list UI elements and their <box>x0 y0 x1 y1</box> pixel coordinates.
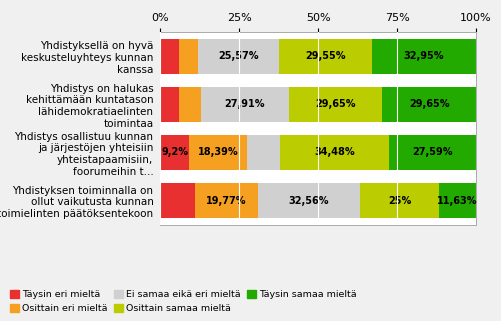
Text: 25%: 25% <box>388 195 411 206</box>
Bar <box>289 87 382 122</box>
Bar <box>160 135 189 170</box>
Text: 19,77%: 19,77% <box>206 195 246 206</box>
Bar <box>201 87 289 122</box>
Text: 11,63%: 11,63% <box>437 195 478 206</box>
Bar <box>160 39 179 74</box>
Text: 9,2%: 9,2% <box>161 147 188 158</box>
Bar <box>360 183 439 218</box>
Bar <box>280 135 389 170</box>
Bar <box>247 135 280 170</box>
Text: 29,55%: 29,55% <box>305 51 346 61</box>
Text: 34,48%: 34,48% <box>314 147 355 158</box>
Text: 29,65%: 29,65% <box>315 99 356 109</box>
Text: 27,59%: 27,59% <box>412 147 453 158</box>
Bar <box>198 39 279 74</box>
Bar <box>195 183 258 218</box>
Text: 18,39%: 18,39% <box>198 147 238 158</box>
Bar <box>389 135 476 170</box>
Bar <box>178 87 201 122</box>
Bar <box>258 183 360 218</box>
Bar <box>279 39 372 74</box>
Bar <box>160 87 178 122</box>
Bar <box>439 183 476 218</box>
Text: 25,57%: 25,57% <box>218 51 259 61</box>
Bar <box>160 183 195 218</box>
Text: 32,95%: 32,95% <box>404 51 444 61</box>
Bar <box>189 135 247 170</box>
Bar <box>382 87 476 122</box>
Bar <box>179 39 198 74</box>
Text: 32,56%: 32,56% <box>289 195 329 206</box>
Text: 29,65%: 29,65% <box>409 99 449 109</box>
Legend: Täysin eri mieltä, Osittain eri mieltä, Ei samaa eikä eri mieltä, Osittain samaa: Täysin eri mieltä, Osittain eri mieltä, … <box>10 290 357 313</box>
Text: 27,91%: 27,91% <box>224 99 265 109</box>
Bar <box>372 39 476 74</box>
